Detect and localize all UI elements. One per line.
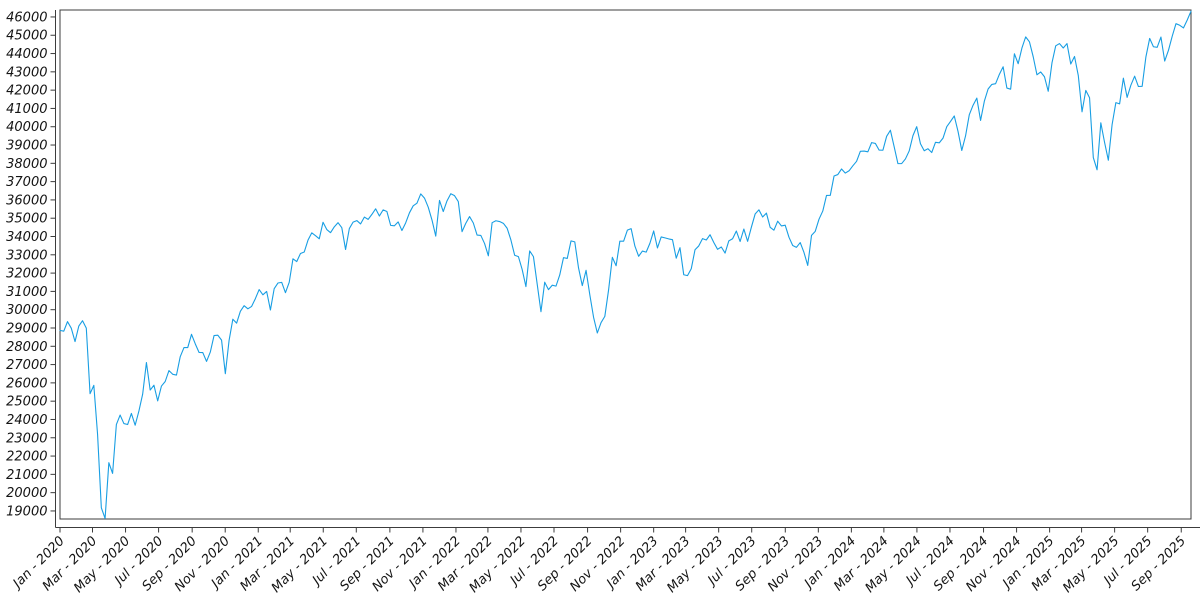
y-tick-label: 24000 (6, 413, 47, 428)
y-tick-label: 27000 (6, 358, 47, 373)
y-tick-label: 22000 (6, 450, 47, 465)
y-tick-label: 45000 (6, 29, 47, 44)
y-tick-label: 37000 (6, 175, 47, 190)
y-tick-label: 39000 (6, 139, 47, 154)
y-tick-label: 35000 (6, 212, 47, 227)
y-tick-label: 42000 (6, 84, 47, 99)
y-tick-label: 19000 (6, 504, 47, 519)
y-tick-label: 38000 (6, 157, 47, 172)
y-tick-label: 25000 (6, 395, 47, 410)
plot-frame (59, 9, 1192, 520)
y-tick-label: 41000 (6, 102, 47, 117)
y-tick-label: 36000 (6, 193, 47, 208)
y-tick-label: 23000 (6, 431, 47, 446)
y-tick-label: 30000 (6, 303, 47, 318)
y-tick-label: 21000 (6, 468, 47, 483)
y-tick-label: 43000 (6, 65, 47, 80)
y-tick-label: 46000 (6, 10, 47, 25)
y-tick-label: 28000 (6, 340, 47, 355)
y-tick-label: 40000 (6, 120, 47, 135)
y-tick-label: 31000 (6, 285, 47, 300)
y-tick-label: 32000 (6, 267, 47, 282)
y-tick-label: 44000 (6, 47, 47, 62)
y-tick-label: 34000 (6, 230, 47, 245)
y-tick-label: 26000 (6, 376, 47, 391)
price-line-series (59, 10, 1192, 519)
y-tick-label: 29000 (6, 321, 47, 336)
y-tick-label: 20000 (6, 486, 47, 501)
y-tick-label: 33000 (6, 248, 47, 263)
